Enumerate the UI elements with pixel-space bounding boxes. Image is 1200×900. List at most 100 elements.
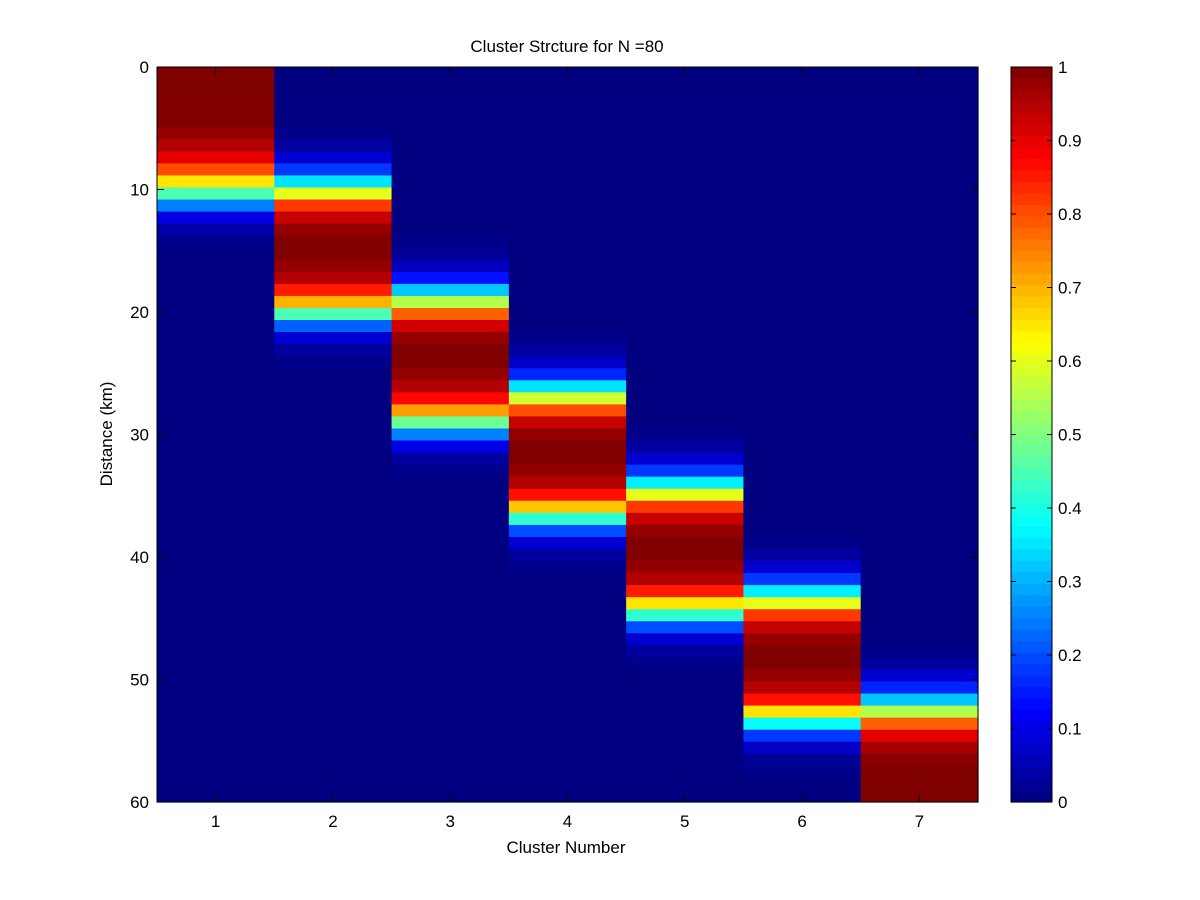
- y-tick-label: 40: [130, 548, 149, 567]
- heatmap-cell: [157, 512, 275, 526]
- heatmap-cell: [743, 765, 862, 779]
- heatmap-cell: [391, 115, 510, 128]
- heatmap-cell: [508, 597, 627, 610]
- heatmap-cell: [860, 573, 979, 586]
- heatmap-cell: [860, 404, 979, 418]
- heatmap-cell: [743, 199, 862, 213]
- heatmap-cell: [157, 247, 275, 261]
- heatmap-cell: [743, 320, 862, 333]
- heatmap-cell: [626, 693, 745, 707]
- heatmap-cell: [860, 380, 979, 393]
- heatmap-cell: [626, 753, 745, 767]
- heatmap-cell: [626, 500, 745, 514]
- x-tick-label: 4: [563, 812, 572, 831]
- heatmap-cell: [391, 621, 510, 634]
- heatmap-cell: [274, 187, 393, 201]
- heatmap-cell: [391, 705, 510, 719]
- heatmap-cell: [391, 548, 510, 562]
- heatmap-cell: [157, 573, 275, 586]
- heatmap-cell: [860, 115, 979, 128]
- heatmap-cell: [626, 332, 745, 345]
- colorbar-step: [1011, 560, 1052, 573]
- heatmap-cell: [743, 380, 862, 393]
- heatmap-cell: [391, 777, 510, 791]
- heatmap-cell: [508, 609, 627, 622]
- heatmap-cell: [743, 548, 862, 562]
- colorbar-step: [1011, 434, 1052, 447]
- heatmap-cell: [157, 344, 275, 357]
- heatmap-cell: [860, 657, 979, 671]
- heatmap-cell: [743, 573, 862, 586]
- heatmap-column: [743, 67, 862, 803]
- heatmap-cell: [391, 500, 510, 514]
- heatmap-cell: [391, 693, 510, 707]
- colorbar-step: [1011, 664, 1052, 677]
- colorbar: 0 0.1 0.2 0.3 0.4 0.5 0.6 0.7 0.8 0.9 1: [1010, 58, 1082, 812]
- heatmap-cell: [626, 597, 745, 610]
- heatmap-cell: [743, 681, 862, 695]
- heatmap-cell: [743, 621, 862, 634]
- heatmap-cell: [508, 404, 627, 418]
- heatmap-cell: [157, 392, 275, 405]
- colorbar-tick-label: 0.2: [1058, 646, 1082, 665]
- colorbar-step: [1011, 606, 1052, 619]
- heatmap-cell: [274, 524, 393, 538]
- heatmap-cell: [860, 344, 979, 357]
- heatmap-cell: [743, 633, 862, 646]
- heatmap-cell: [274, 548, 393, 562]
- heatmap-cell: [860, 777, 979, 791]
- heatmap-cell: [743, 536, 862, 550]
- heatmap-column: [626, 67, 745, 803]
- heatmap-cell: [157, 741, 275, 755]
- colorbar-step: [1011, 503, 1052, 516]
- heatmap-cell: [860, 91, 979, 104]
- heatmap-cell: [391, 416, 510, 430]
- heatmap-cell: [860, 476, 979, 490]
- heatmap-cell: [508, 512, 627, 526]
- heatmap-cell: [157, 368, 275, 381]
- heatmap-cell: [626, 717, 745, 731]
- heatmap-cell: [274, 717, 393, 731]
- heatmap-cell: [743, 585, 862, 598]
- colorbar-step: [1011, 400, 1052, 413]
- heatmap-cell: [274, 127, 393, 140]
- heatmap-cell: [626, 705, 745, 719]
- colorbar-step: [1011, 445, 1052, 459]
- heatmap-cell: [626, 464, 745, 478]
- heatmap-cell: [391, 609, 510, 622]
- heatmap-cell: [274, 103, 393, 116]
- heatmap-cell: [626, 573, 745, 586]
- colorbar-tick-label: 0.4: [1058, 499, 1082, 518]
- heatmap-cell: [743, 163, 862, 177]
- heatmap-cell: [391, 633, 510, 646]
- heatmap-cell: [626, 91, 745, 104]
- x-axis: 1 2 3 4 5 6 7: [211, 67, 924, 831]
- heatmap-cell: [274, 765, 393, 779]
- heatmap-column: [157, 67, 275, 803]
- heatmap-cell: [274, 247, 393, 261]
- heatmap-cell: [860, 235, 979, 249]
- heatmap-cell: [860, 187, 979, 201]
- colorbar-tick-label: 0.3: [1058, 573, 1082, 592]
- heatmap-cell: [743, 669, 862, 683]
- heatmap-column: [508, 67, 627, 803]
- heatmap-cell: [860, 163, 979, 177]
- heatmap-cell: [508, 139, 627, 152]
- heatmap-cell: [508, 199, 627, 213]
- colorbar-step: [1011, 733, 1052, 746]
- y-axis-label: Distance (km): [97, 382, 116, 487]
- heatmap-column: [391, 67, 510, 803]
- heatmap-cell: [508, 163, 627, 177]
- heatmap-cell: [157, 271, 275, 285]
- colorbar-step: [1011, 595, 1052, 608]
- colorbar-step: [1011, 652, 1052, 665]
- colorbar-step: [1011, 296, 1052, 309]
- colorbar-step: [1011, 365, 1052, 378]
- heatmap-cell: [391, 741, 510, 755]
- heatmap-cell: [626, 561, 745, 574]
- heatmap-cell: [274, 163, 393, 177]
- heatmap-cell: [743, 247, 862, 261]
- heatmap-cell: [860, 356, 979, 369]
- heatmap-cell: [743, 717, 862, 731]
- heatmap-cell: [391, 404, 510, 418]
